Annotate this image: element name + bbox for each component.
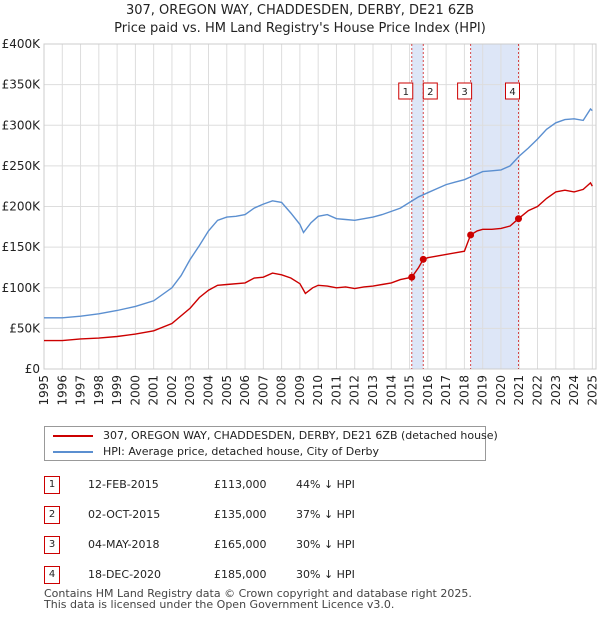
transaction-point [515, 215, 523, 223]
y-tick-label: £50K [9, 321, 41, 335]
legend-label-hpi: HPI: Average price, detached house, City… [103, 445, 380, 458]
transaction-price: £165,000 [214, 538, 267, 551]
x-tick-label: 2008 [275, 375, 289, 406]
transaction-label: 4 [509, 87, 515, 98]
transaction-hpi-diff: 37% ↓ HPI [296, 508, 355, 521]
y-tick-label: £150K [2, 240, 42, 254]
series-line-hpi [44, 107, 593, 319]
x-tick-label: 2002 [165, 375, 179, 406]
transaction-badge: 4 [44, 566, 60, 584]
x-tick-label: 2009 [293, 375, 307, 406]
x-tick-label: 2003 [183, 375, 197, 406]
x-tick-label: 2006 [238, 375, 252, 406]
x-tick-label: 2019 [476, 375, 490, 406]
legend-swatch-property [53, 435, 93, 437]
x-tick-label: 2015 [403, 375, 417, 406]
x-tick-label: 1997 [74, 375, 88, 406]
transaction-point [467, 231, 475, 239]
x-tick-label: 2010 [311, 375, 325, 406]
transaction-label: 1 [403, 87, 409, 98]
footer: Contains HM Land Registry data © Crown c… [44, 588, 564, 610]
transaction-price: £113,000 [214, 478, 267, 491]
transaction-label-box [422, 82, 438, 100]
x-tick-label: 2024 [567, 375, 581, 406]
y-tick-label: £250K [2, 159, 42, 173]
legend-swatch-hpi [53, 451, 93, 453]
x-tick-label: 2012 [348, 375, 362, 406]
y-tick-label: £350K [2, 78, 42, 92]
legend: 307, OREGON WAY, CHADDESDEN, DERBY, DE21… [44, 426, 498, 461]
legend-label-property: 307, OREGON WAY, CHADDESDEN, DERBY, DE21… [103, 429, 498, 442]
x-tick-label: 2001 [147, 375, 161, 406]
y-tick-label: £100K [2, 281, 42, 295]
transaction-date: 12-FEB-2015 [88, 478, 159, 491]
y-tick-label: £0 [25, 362, 40, 376]
transaction-badge: 2 [44, 506, 60, 524]
y-tick-label: £400K [2, 37, 42, 51]
chart-subtitle: Price paid vs. HM Land Registry's House … [114, 21, 486, 36]
x-tick-label: 1996 [55, 375, 69, 406]
x-tick-label: 2023 [549, 375, 563, 406]
x-tick-label: 1999 [110, 375, 124, 406]
transaction-hpi-diff: 44% ↓ HPI [296, 478, 355, 491]
transaction-hpi-diff: 30% ↓ HPI [296, 568, 355, 581]
transaction-price: £135,000 [214, 508, 267, 521]
footer-licence: This data is licensed under the Open Gov… [44, 598, 395, 611]
price-chart: £0 £50K £100K £150K £200K £250K £300K £350K £400… [2, 37, 600, 406]
x-tick-label: 2005 [220, 375, 234, 406]
transaction-label: 3 [461, 87, 467, 98]
transaction-point [408, 273, 416, 281]
transaction-hpi-diff: 30% ↓ HPI [296, 538, 355, 551]
x-tick-label: 2014 [384, 375, 398, 406]
x-tick-label: 1998 [92, 375, 106, 406]
x-tick-label: 2007 [256, 375, 270, 406]
x-tick-label: 2021 [512, 375, 526, 406]
x-tick-label: 1995 [37, 375, 51, 406]
transaction-price: £185,000 [214, 568, 267, 581]
x-tick-label: 2022 [531, 375, 545, 406]
x-tick-label: 2011 [329, 375, 343, 406]
chart-title: 307, OREGON WAY, CHADDESDEN, DERBY, DE21… [125, 3, 475, 18]
transaction-point [419, 255, 427, 263]
x-tick-label: 2020 [494, 375, 508, 406]
x-tick-label: 2018 [457, 375, 471, 406]
footer-copyright: Contains HM Land Registry data © Crown c… [44, 587, 472, 600]
transaction-label-box [398, 82, 414, 100]
x-tick-label: 2013 [366, 375, 380, 406]
transaction-badge: 1 [44, 476, 60, 494]
x-tick-label: 2000 [128, 375, 142, 406]
transaction-label: 2 [427, 87, 433, 98]
y-tick-label: £200K [2, 200, 42, 214]
transaction-label-box [505, 82, 521, 100]
transaction-label-box [457, 82, 473, 100]
x-tick-label: 2017 [439, 375, 453, 406]
transaction-date: 02-OCT-2015 [88, 508, 161, 521]
x-tick-label: 2004 [202, 375, 216, 406]
transaction-date: 04-MAY-2018 [88, 538, 160, 551]
transaction-date: 18-DEC-2020 [88, 568, 162, 581]
y-tick-label: £300K [2, 118, 42, 132]
x-tick-label: 2016 [421, 375, 435, 406]
plot-border [43, 43, 597, 370]
x-tick-label: 2025 [585, 375, 599, 406]
transaction-badge: 3 [44, 536, 60, 554]
